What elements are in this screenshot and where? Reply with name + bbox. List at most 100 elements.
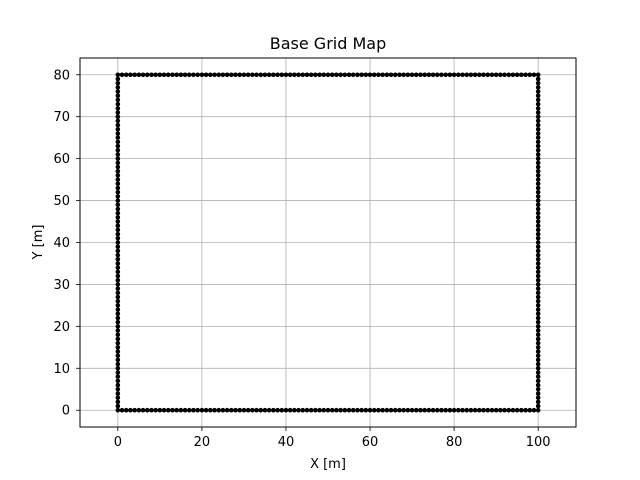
data-point [115, 290, 121, 296]
data-point [283, 407, 289, 413]
y-tick-label: 30 [53, 278, 70, 293]
data-point [115, 223, 121, 229]
data-point [287, 72, 293, 78]
data-point [115, 160, 121, 166]
data-point [241, 407, 247, 413]
data-point [115, 168, 121, 174]
data-point [115, 298, 121, 304]
data-point [208, 407, 213, 413]
data-point [136, 407, 142, 413]
data-point [363, 72, 369, 78]
data-point [182, 407, 188, 413]
data-point [535, 315, 541, 321]
data-point [275, 407, 280, 413]
data-point [535, 143, 541, 149]
data-point [245, 72, 251, 78]
data-point [115, 181, 121, 187]
data-point [115, 110, 121, 115]
data-point [535, 181, 541, 187]
data-point [115, 156, 121, 161]
data-point [199, 72, 205, 78]
data-point [359, 407, 364, 413]
data-point [132, 407, 137, 413]
chart-title: Base Grid Map [270, 34, 386, 53]
data-point [115, 126, 121, 132]
data-point [535, 298, 541, 304]
y-tick-label: 40 [53, 236, 70, 251]
data-point [216, 72, 222, 78]
data-point [115, 336, 121, 342]
data-point [191, 407, 196, 413]
data-point [535, 407, 541, 413]
data-point [535, 152, 541, 157]
data-point [115, 252, 121, 258]
data-point [535, 147, 541, 153]
data-point [115, 391, 121, 396]
data-point [535, 118, 541, 124]
data-point [472, 72, 478, 78]
x-tick-label: 80 [446, 435, 463, 450]
data-point [115, 277, 121, 283]
data-point [371, 72, 377, 78]
data-point [279, 72, 285, 78]
data-point [384, 407, 390, 413]
data-point [350, 407, 356, 413]
data-point [115, 198, 121, 203]
data-point [115, 97, 121, 103]
data-point [115, 231, 121, 237]
data-point [401, 407, 406, 413]
data-point [535, 173, 541, 178]
data-point [216, 407, 222, 413]
data-point [527, 72, 533, 78]
data-point [203, 407, 209, 413]
data-point [313, 72, 318, 78]
data-point [115, 256, 121, 262]
data-point [535, 139, 541, 145]
data-point [535, 319, 541, 325]
data-point [292, 72, 297, 78]
data-point [535, 303, 541, 308]
data-point [115, 177, 121, 182]
x-tick-label: 20 [194, 435, 211, 450]
data-point [397, 72, 402, 78]
data-point [132, 72, 137, 78]
data-point [493, 72, 499, 78]
data-point [392, 72, 398, 78]
data-point [355, 407, 360, 413]
data-point [325, 72, 331, 78]
data-point [535, 223, 541, 229]
data-point [140, 72, 146, 78]
data-point [535, 194, 541, 199]
data-point [535, 227, 541, 233]
data-point [376, 72, 381, 78]
data-point [115, 244, 121, 249]
data-point [535, 106, 541, 111]
data-point [153, 407, 158, 413]
data-point [140, 407, 146, 413]
data-point [123, 72, 129, 78]
data-point [115, 72, 121, 78]
data-point [317, 407, 322, 413]
data-point [531, 407, 537, 413]
data-point [115, 357, 121, 363]
data-point [233, 407, 238, 413]
data-point [535, 114, 541, 120]
x-axis-label: X [m] [310, 457, 346, 472]
data-point [329, 72, 335, 78]
data-point [115, 382, 121, 388]
data-point [115, 319, 121, 325]
data-point [292, 407, 297, 413]
data-point [254, 72, 259, 78]
data-point [346, 407, 352, 413]
y-tick-label: 50 [53, 194, 70, 209]
data-point [115, 353, 121, 359]
x-tick-label: 60 [362, 435, 379, 450]
data-point [535, 240, 541, 245]
data-point [144, 407, 150, 413]
data-point [334, 407, 339, 413]
data-point [418, 72, 423, 78]
data-point [535, 101, 541, 107]
data-point [477, 407, 482, 413]
data-point [115, 386, 121, 392]
data-point [380, 407, 385, 413]
